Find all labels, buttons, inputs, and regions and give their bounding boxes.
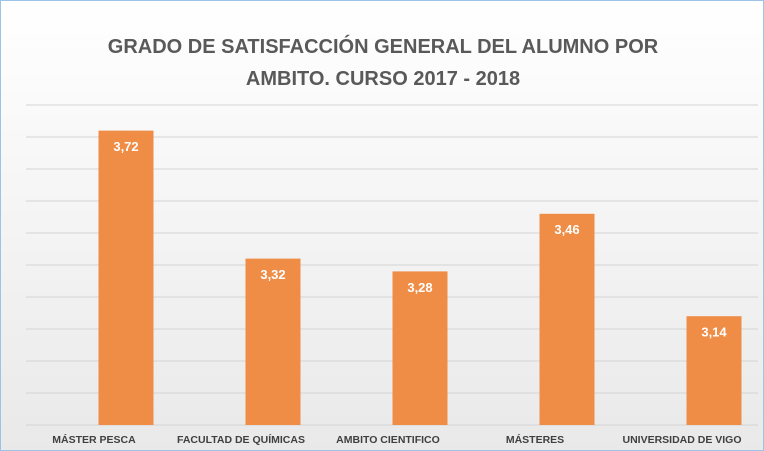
data-label: 3,28 xyxy=(407,280,432,295)
data-label: 3,72 xyxy=(113,139,138,154)
bar xyxy=(539,213,595,425)
chart-title: GRADO DE SATISFACCIÓN GENERAL DEL ALUMNO… xyxy=(107,36,659,90)
bar xyxy=(245,258,301,425)
data-label: 3,32 xyxy=(260,267,285,282)
bar xyxy=(392,271,448,425)
x-tick-label: MÁSTERES xyxy=(506,433,564,446)
x-tick-label: UNIVERSIDAD DE VIGO xyxy=(622,434,741,446)
data-label: 3,14 xyxy=(701,325,727,340)
x-tick-label: AMBITO CIENTIFICO xyxy=(336,434,440,446)
bar xyxy=(98,130,154,425)
bar xyxy=(686,316,742,425)
data-label: 3,46 xyxy=(554,222,579,237)
x-tick-label: FACULTAD DE QUÍMICAS xyxy=(177,433,305,446)
x-tick-label: MÁSTER PESCA xyxy=(52,433,136,446)
